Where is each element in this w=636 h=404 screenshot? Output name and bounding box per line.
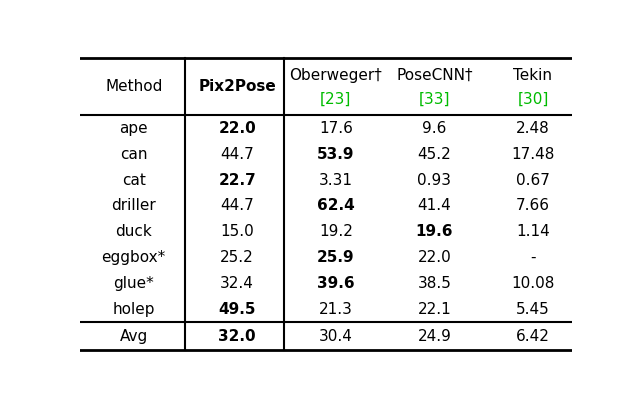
Text: glue*: glue* — [113, 276, 154, 291]
Text: duck: duck — [115, 224, 152, 239]
Text: 49.5: 49.5 — [219, 302, 256, 317]
Text: Oberweger†: Oberweger† — [289, 67, 382, 82]
Text: ape: ape — [120, 121, 148, 136]
Text: 17.6: 17.6 — [319, 121, 353, 136]
Text: 45.2: 45.2 — [417, 147, 452, 162]
Text: 19.6: 19.6 — [416, 224, 453, 239]
Text: -: - — [530, 250, 536, 265]
Text: 0.93: 0.93 — [417, 173, 452, 187]
Text: cat: cat — [121, 173, 146, 187]
Text: 62.4: 62.4 — [317, 198, 355, 213]
Text: PoseCNN†: PoseCNN† — [396, 67, 473, 82]
Text: can: can — [120, 147, 148, 162]
Text: 32.0: 32.0 — [218, 329, 256, 344]
Text: 39.6: 39.6 — [317, 276, 355, 291]
Text: 41.4: 41.4 — [417, 198, 452, 213]
Text: Tekin: Tekin — [513, 67, 553, 82]
Text: 30.4: 30.4 — [319, 329, 353, 344]
Text: 17.48: 17.48 — [511, 147, 555, 162]
Text: eggbox*: eggbox* — [102, 250, 166, 265]
Text: driller: driller — [111, 198, 156, 213]
Text: 38.5: 38.5 — [417, 276, 452, 291]
Text: 24.9: 24.9 — [417, 329, 452, 344]
Text: [33]: [33] — [418, 92, 450, 107]
Text: Pix2Pose: Pix2Pose — [198, 79, 276, 94]
Text: 15.0: 15.0 — [220, 224, 254, 239]
Text: 22.0: 22.0 — [417, 250, 452, 265]
Text: 22.0: 22.0 — [218, 121, 256, 136]
Text: Method: Method — [105, 79, 162, 94]
Text: 2.48: 2.48 — [516, 121, 550, 136]
Text: 7.66: 7.66 — [516, 198, 550, 213]
Text: 44.7: 44.7 — [220, 147, 254, 162]
Text: 3.31: 3.31 — [319, 173, 353, 187]
Text: 0.67: 0.67 — [516, 173, 550, 187]
Text: 25.9: 25.9 — [317, 250, 355, 265]
Text: [23]: [23] — [320, 92, 352, 107]
Text: 6.42: 6.42 — [516, 329, 550, 344]
Text: 1.14: 1.14 — [516, 224, 550, 239]
Text: holep: holep — [113, 302, 155, 317]
Text: 44.7: 44.7 — [220, 198, 254, 213]
Text: 9.6: 9.6 — [422, 121, 446, 136]
Text: 21.3: 21.3 — [319, 302, 353, 317]
Text: 53.9: 53.9 — [317, 147, 354, 162]
Text: 22.7: 22.7 — [218, 173, 256, 187]
Text: Avg: Avg — [120, 329, 148, 344]
Text: 22.1: 22.1 — [417, 302, 452, 317]
Text: [30]: [30] — [517, 92, 549, 107]
Text: 32.4: 32.4 — [220, 276, 254, 291]
Text: 19.2: 19.2 — [319, 224, 353, 239]
Text: 10.08: 10.08 — [511, 276, 555, 291]
Text: 5.45: 5.45 — [516, 302, 550, 317]
Text: 25.2: 25.2 — [220, 250, 254, 265]
